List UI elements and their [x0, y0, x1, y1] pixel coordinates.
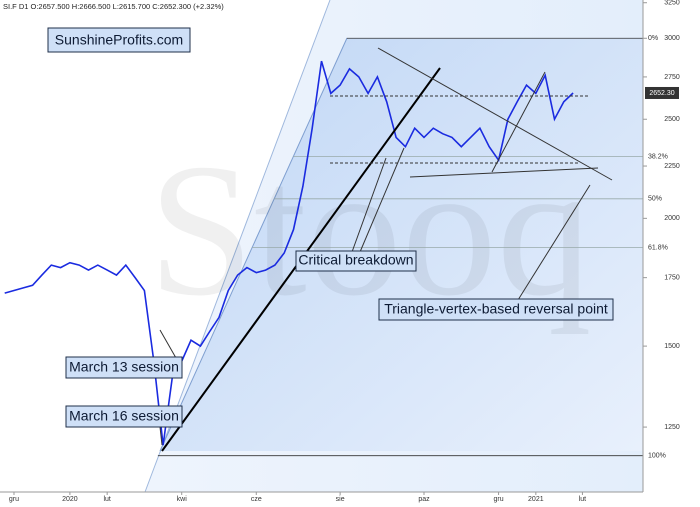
fib-label: 0% — [648, 35, 658, 42]
wedge-line — [491, 71, 546, 173]
price-tag — [645, 86, 679, 99]
annotation-box — [65, 356, 183, 379]
fib-label: 38.2% — [648, 154, 668, 161]
x-tick-label: cze — [251, 496, 262, 503]
x-tick-label: gru — [493, 496, 503, 503]
fib-label: 100% — [648, 453, 666, 460]
callout — [359, 147, 405, 253]
y-tick-label: 1250 — [664, 424, 680, 431]
triangle-line — [377, 47, 613, 181]
x-tick-label: lut — [103, 496, 110, 503]
drawings — [159, 47, 613, 452]
annotation: Triangle-vertex-based reversal point — [384, 301, 608, 317]
x-tick-label: paz — [418, 496, 430, 503]
y-tick-label: 2000 — [664, 215, 680, 222]
x-tick-label: lut — [579, 496, 586, 503]
annotation: Critical breakdown — [298, 252, 413, 268]
triangle-line — [409, 167, 599, 178]
y-tick-label: 1500 — [664, 343, 680, 350]
price-tag-label: 2652.30 — [649, 90, 674, 97]
fib-label: 50% — [648, 196, 662, 203]
y-tick-label: 2750 — [664, 74, 680, 81]
callout — [159, 329, 177, 359]
price-line — [4, 60, 574, 446]
fib-zone — [160, 38, 643, 451]
annotation-box — [378, 298, 614, 321]
y-tick-label: 3250 — [664, 0, 680, 7]
callout — [517, 184, 591, 301]
annotation: March 16 session — [69, 408, 179, 424]
brand: SunshineProfits.com — [55, 32, 183, 48]
annotation-box — [295, 250, 417, 272]
y-tick-label: 2500 — [664, 116, 680, 123]
y-tick-label: 2250 — [664, 163, 680, 170]
header: SI.F D1 O:2657.500 H:2666.500 L:2615.700… — [3, 2, 224, 11]
annotation-box — [65, 405, 183, 428]
y-tick-label: 3000 — [664, 35, 680, 42]
x-tick-label: kwi — [177, 496, 188, 503]
x-tick-label: sie — [336, 496, 345, 503]
x-tick-label: 2020 — [62, 496, 78, 503]
annotation: March 13 session — [69, 359, 179, 375]
x-tick-label: 2021 — [528, 496, 544, 503]
x-tick-label: gru — [9, 496, 19, 503]
callout — [351, 157, 387, 253]
brand-box — [47, 27, 191, 53]
y-tick-label: 1750 — [664, 274, 680, 281]
fib-label: 61.8% — [648, 244, 668, 251]
callout — [159, 426, 163, 446]
